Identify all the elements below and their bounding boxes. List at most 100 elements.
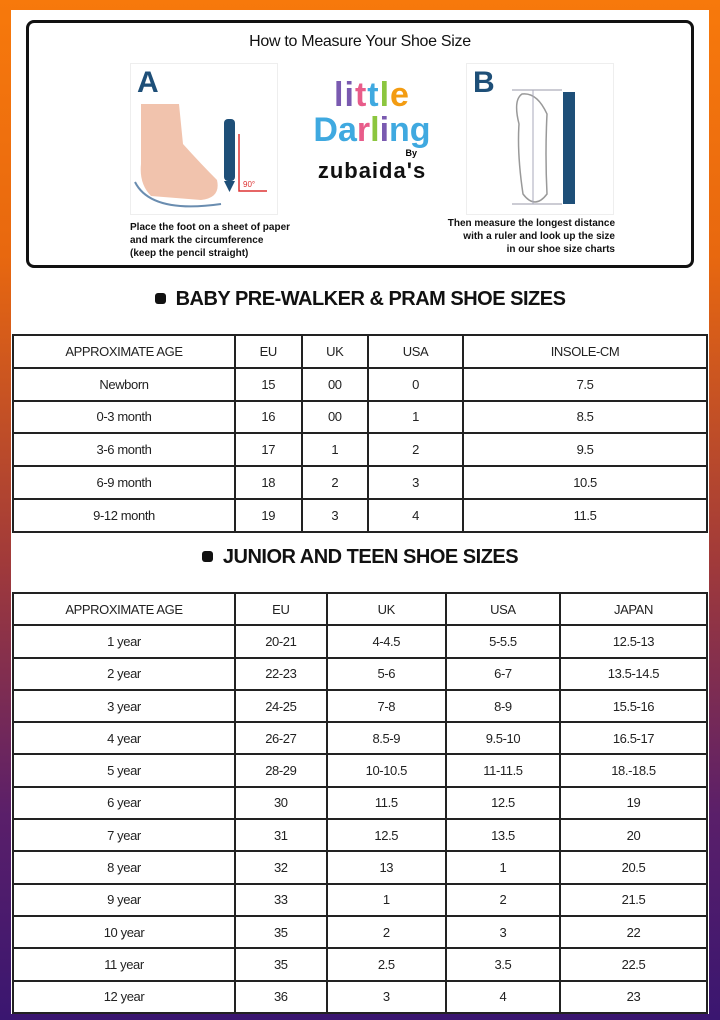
table-cell: 11.5	[462, 497, 708, 533]
column-header: JAPAN	[558, 591, 709, 627]
table-cell: 8.5	[462, 399, 708, 435]
table-row: Newborn 15 00 0 7.5	[12, 366, 708, 402]
table-cell: 3	[300, 497, 370, 533]
table-cell: 00	[300, 399, 370, 435]
table-cell: 8 year	[12, 850, 236, 885]
table-cell: 3	[444, 914, 561, 950]
table-cell: 11 year	[12, 947, 236, 982]
table-cell: 2.5	[325, 947, 447, 982]
logo-by: By	[405, 148, 417, 158]
step-a-letter: A	[137, 66, 159, 99]
table-cell: 12.5-13	[558, 624, 709, 659]
table-cell: 1	[300, 432, 370, 468]
table-row: 6 year 30 11.5 12.5 19	[12, 785, 709, 821]
table-cell: 5-5.5	[444, 624, 561, 659]
caption-line: (keep the pencil straight)	[130, 248, 249, 259]
junior-section-title: JUNIOR AND TEEN SHOE SIZES	[222, 546, 519, 568]
table-cell: 24-25	[234, 688, 328, 724]
table-cell: 5-6	[325, 656, 447, 691]
ruler-icon	[512, 89, 575, 205]
table-cell: 22.5	[558, 947, 709, 982]
table-row: 7 year 31 12.5 13.5 20	[12, 818, 709, 853]
table-cell: 4 year	[12, 721, 236, 756]
table-cell: 35	[234, 914, 328, 950]
table-cell: 33	[234, 882, 328, 917]
table-cell: 9.5-10	[444, 721, 561, 756]
table-cell: 19	[558, 785, 709, 821]
table-cell: 20-21	[234, 624, 328, 659]
table-header-row: APPROXIMATE AGE EU UK USA INSOLE-CM	[12, 334, 708, 369]
column-header: USA	[444, 591, 561, 627]
foot-tracing-illustration: A 90°	[130, 63, 278, 215]
table-cell: 8-9	[444, 688, 561, 724]
table-cell: 6-9 month	[12, 465, 236, 500]
measure-title: How to Measure Your Shoe Size	[249, 33, 471, 50]
table-row: 3-6 month 17 1 2 9.5	[12, 432, 708, 468]
caption-line: in our shoe size charts	[506, 244, 615, 255]
table-cell: 28-29	[234, 753, 328, 788]
table-row: 6-9 month 18 2 3 10.5	[12, 465, 708, 500]
table-cell: 7.5	[462, 366, 708, 402]
table-cell: 2	[444, 882, 561, 917]
caption-line: with a ruler and look up the size	[463, 231, 615, 242]
table-cell: 7-8	[325, 688, 447, 724]
table-cell: 12.5	[444, 785, 561, 821]
table-cell: 10.5	[462, 465, 708, 500]
table-cell: 2 year	[12, 656, 236, 691]
table-cell: 17	[234, 432, 303, 468]
table-cell: 4	[367, 497, 465, 533]
table-cell: 6 year	[12, 785, 236, 821]
table-cell: 1 year	[12, 624, 236, 659]
column-header: UK	[325, 591, 447, 627]
baby-section-title: BABY PRE-WALKER & PRAM SHOE SIZES	[175, 288, 566, 310]
table-cell: 12.5	[325, 818, 447, 853]
table-cell: 23	[558, 979, 709, 1014]
column-header: APPROXIMATE AGE	[12, 591, 236, 627]
table-cell: 15	[234, 366, 303, 402]
table-header-row: APPROXIMATE AGE EU UK USA JAPAN	[12, 591, 709, 627]
foot-pencil-icon: 90°	[134, 104, 267, 208]
table-cell: 13	[325, 850, 447, 885]
caption-line: Place the foot on a sheet of paper	[130, 222, 291, 233]
table-cell: 5 year	[12, 753, 236, 788]
table-cell: 00	[300, 366, 370, 402]
table-row: 3 year 24-25 7-8 8-9 15.5-16	[12, 688, 709, 724]
table-row: 4 year 26-27 8.5-9 9.5-10 16.5-17	[12, 721, 709, 756]
table-cell: 13.5	[444, 818, 561, 853]
table-cell: 19	[234, 497, 303, 533]
table-cell: 7 year	[12, 818, 236, 853]
table-cell: 3.5	[444, 947, 561, 982]
table-cell: 9.5	[462, 432, 708, 468]
logo-line1: little	[334, 76, 410, 114]
table-cell: 18.-18.5	[558, 753, 709, 788]
table-cell: 11-11.5	[444, 753, 561, 788]
column-header: USA	[367, 334, 465, 369]
step-a-caption: Place the foot on a sheet of paper and m…	[130, 221, 290, 260]
table-cell: 4-4.5	[325, 624, 447, 659]
table-row: 9 year 33 1 2 21.5	[12, 882, 709, 917]
table-row: 5 year 28-29 10-10.5 11-11.5 18.-18.5	[12, 753, 709, 788]
table-row: 8 year 32 13 1 20.5	[12, 850, 709, 885]
table-cell: 11.5	[325, 785, 447, 821]
table-cell: 36	[234, 979, 328, 1014]
logo-brand: zubaida's	[317, 158, 427, 183]
junior-size-table: APPROXIMATE AGE EU UK USA JAPAN 1 year 20-21 4-…	[12, 591, 709, 1014]
table-cell: 31	[234, 818, 328, 853]
table-cell: 9 year	[12, 882, 236, 917]
ruler-measure-illustration: B	[466, 63, 614, 215]
baby-section-heading: BABY PRE-WALKER & PRAM SHOE SIZES	[0, 288, 720, 311]
table-cell: 3	[325, 979, 447, 1014]
bullet-icon	[201, 551, 213, 562]
table-cell: 22-23	[234, 656, 328, 691]
table-cell: 30	[234, 785, 328, 821]
little-darling-logo: little Darling By zubaida's	[297, 78, 447, 184]
table-cell: 1	[325, 882, 447, 917]
table-cell: 16	[234, 399, 303, 435]
table-cell: 4	[444, 979, 561, 1014]
step-b-caption: Then measure the longest distance with a…	[447, 217, 615, 256]
table-cell: 21.5	[558, 882, 709, 917]
table-cell: 13.5-14.5	[558, 656, 709, 691]
table-cell: 6-7	[444, 656, 561, 691]
caption-line: and mark the circumference	[130, 235, 264, 246]
table-cell: 2	[325, 914, 447, 950]
